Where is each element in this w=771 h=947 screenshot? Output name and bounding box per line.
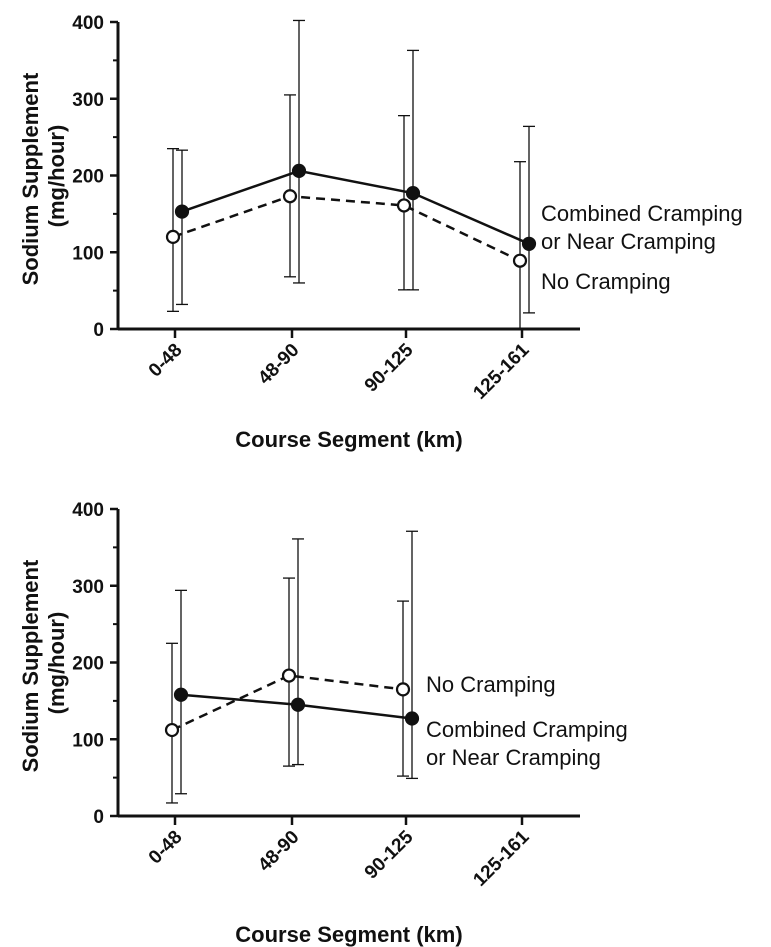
data-point-none bbox=[512, 253, 528, 268]
data-point-combined bbox=[521, 236, 537, 251]
series-label-combined-line-2: or Near Cramping bbox=[541, 229, 716, 254]
data-point-none bbox=[164, 722, 180, 738]
x-ticks: 0-48 48-90 90-125 125-161 bbox=[145, 329, 534, 404]
x-tick-label: 125-161 bbox=[469, 339, 533, 403]
error-bars bbox=[166, 530, 418, 804]
data-point-combined bbox=[174, 204, 190, 219]
series-line-none bbox=[172, 194, 521, 262]
data-point-none bbox=[165, 229, 181, 244]
y-axis-title-line-2: (mg/hour) bbox=[44, 612, 69, 715]
y-tick-label: 0 bbox=[93, 807, 104, 828]
series-label-no-cramping: No Cramping bbox=[541, 269, 671, 294]
data-point-combined bbox=[290, 697, 306, 712]
x-tick-label: 90-125 bbox=[361, 826, 418, 883]
x-ticks: 0-48 48-90 90-125 125-161 bbox=[145, 816, 534, 891]
x-axis-title: Course Segment (km) bbox=[235, 427, 462, 452]
chart-panel-top: 0 100 200 300 400 0-48 48-90 90-125 125-161 Sod… bbox=[18, 13, 743, 452]
data-point-combined bbox=[291, 163, 307, 178]
y-tick-label: 400 bbox=[72, 500, 104, 521]
series-label-combined-line-2: or Near Cramping bbox=[426, 745, 601, 770]
y-ticks: 0 100 200 300 400 bbox=[72, 13, 118, 341]
series-label-combined-line-1: Combined Cramping bbox=[426, 717, 628, 742]
axes bbox=[116, 22, 580, 331]
series-label-no-cramping: No Cramping bbox=[426, 672, 556, 697]
y-tick-label: 100 bbox=[72, 243, 104, 264]
y-tick-label: 200 bbox=[72, 654, 104, 675]
y-tick-label: 100 bbox=[72, 730, 104, 751]
y-tick-label: 300 bbox=[72, 577, 104, 598]
data-point-combined bbox=[173, 687, 189, 702]
data-point-combined bbox=[405, 186, 421, 201]
x-tick-label: 0-48 bbox=[145, 827, 187, 869]
x-tick-label: 48-90 bbox=[254, 827, 303, 876]
y-tick-label: 0 bbox=[93, 320, 104, 341]
series-line-combined bbox=[181, 169, 530, 245]
y-ticks: 0 100 200 300 400 bbox=[72, 500, 118, 828]
data-points bbox=[165, 163, 537, 268]
x-tick-label: 0-48 bbox=[145, 340, 187, 382]
y-axis-title-line-1: Sodium Supplement bbox=[18, 72, 43, 285]
y-tick-label: 400 bbox=[72, 13, 104, 34]
y-axis-title-line-2: (mg/hour) bbox=[44, 125, 69, 228]
y-tick-label: 300 bbox=[72, 90, 104, 111]
data-point-none bbox=[281, 668, 297, 683]
y-tick-label: 200 bbox=[72, 167, 104, 188]
y-axis-title: Sodium Supplement (mg/hour) bbox=[18, 554, 69, 773]
y-axis-title: Sodium Supplement (mg/hour) bbox=[18, 67, 69, 286]
x-tick-label: 125-161 bbox=[469, 826, 533, 890]
x-axis-title: Course Segment (km) bbox=[235, 922, 462, 947]
x-tick-label: 90-125 bbox=[361, 339, 418, 396]
chart-panel-bottom: 0 100 200 300 400 0-48 48-90 90-125 125-161 Sod… bbox=[18, 500, 628, 947]
data-point-combined bbox=[404, 711, 420, 726]
x-tick-label: 48-90 bbox=[254, 340, 303, 389]
error-bars bbox=[167, 19, 535, 329]
data-point-none bbox=[282, 189, 298, 204]
data-points bbox=[164, 668, 420, 738]
data-point-none bbox=[396, 198, 412, 213]
data-point-none bbox=[395, 682, 411, 697]
series-label-combined-line-1: Combined Cramping bbox=[541, 201, 743, 226]
y-axis-title-line-1: Sodium Supplement bbox=[18, 559, 43, 772]
series-lines bbox=[172, 169, 530, 262]
